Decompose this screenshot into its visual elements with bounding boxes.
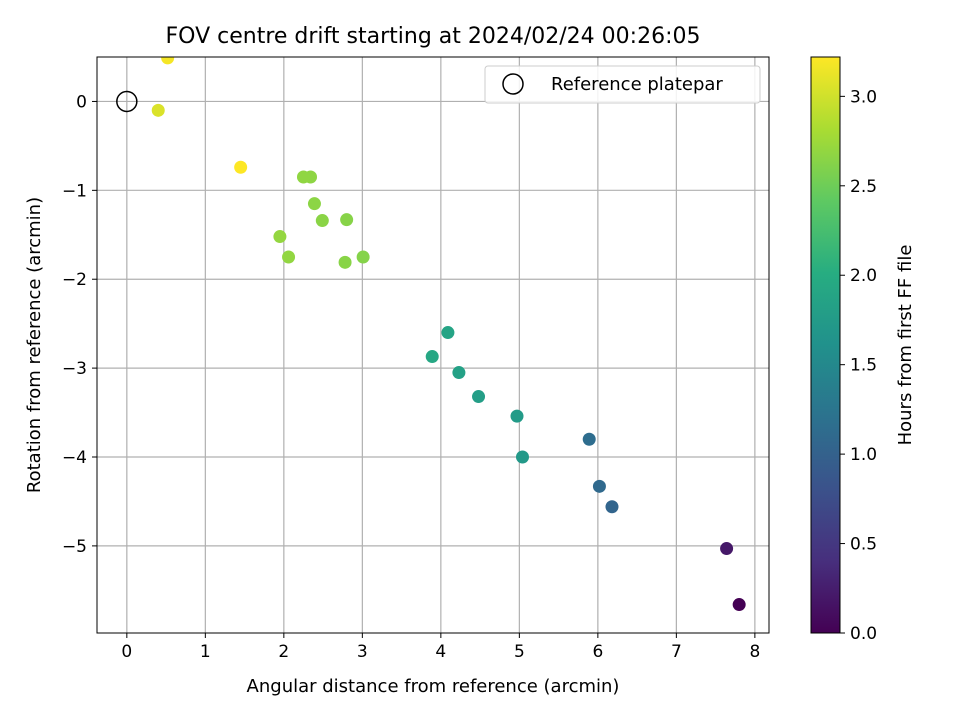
y-tick-label: −5 — [62, 537, 87, 557]
colorbar-tick-label: 1.5 — [850, 356, 877, 376]
colorbar-tick-label: 0.0 — [850, 624, 877, 644]
data-point — [441, 326, 455, 340]
x-axis-label: Angular distance from reference (arcmin) — [247, 676, 620, 697]
data-point — [315, 214, 329, 228]
data-point — [605, 500, 619, 514]
legend: Reference platepar — [484, 65, 761, 104]
colorbar-tick-label: 2.0 — [850, 266, 877, 286]
x-tick-label: 5 — [514, 642, 525, 662]
data-point — [282, 250, 296, 264]
data-point — [582, 432, 596, 446]
data-point — [732, 598, 746, 612]
data-point — [307, 197, 321, 211]
data-point — [296, 170, 310, 184]
x-tick-label: 6 — [592, 642, 603, 662]
colorbar: 0.0 0.5 1.0 1.5 2.0 2.5 3.0 Hours from first F… — [810, 56, 916, 644]
x-tick-label: 2 — [278, 642, 289, 662]
y-tick-label: −1 — [62, 181, 87, 201]
data-point — [340, 213, 354, 227]
data-point — [338, 255, 352, 269]
colorbar-label: Hours from first FF file — [895, 245, 916, 446]
data-point — [161, 57, 175, 65]
reference-platepar-marker — [116, 90, 138, 113]
y-tick-label: −3 — [62, 359, 87, 379]
legend-label: Reference platepar — [551, 74, 723, 95]
data-point — [151, 103, 165, 117]
colorbar-tick-label: 2.5 — [850, 177, 877, 197]
colorbar-tick-label: 1.0 — [850, 445, 877, 465]
y-tick-label: −2 — [62, 270, 87, 290]
colorbar-gradient — [810, 56, 841, 634]
y-tick-label: 0 — [76, 92, 87, 112]
data-point — [510, 409, 524, 423]
data-point — [720, 542, 734, 556]
data-point — [356, 250, 370, 264]
data-point — [472, 390, 486, 404]
colorbar-tick-label: 3.0 — [850, 87, 877, 107]
data-point — [273, 230, 287, 244]
x-tick-label: 8 — [749, 642, 760, 662]
x-tick-label: 4 — [435, 642, 446, 662]
data-point — [452, 366, 466, 380]
x-tick-label: 0 — [121, 642, 132, 662]
data-point — [515, 450, 529, 464]
colorbar-tick-label: 0.5 — [850, 535, 877, 555]
legend-box — [484, 65, 761, 104]
x-tick-label: 7 — [671, 642, 682, 662]
data-point — [425, 350, 439, 364]
data-point — [234, 160, 248, 174]
colorbar-ticks: 0.0 0.5 1.0 1.5 2.0 2.5 3.0 — [840, 87, 877, 644]
y-axis-label: Rotation from reference (arcmin) — [24, 197, 45, 493]
data-points — [151, 57, 746, 612]
grid — [97, 57, 769, 633]
plot-frame — [96, 56, 770, 634]
x-tick-label: 3 — [357, 642, 368, 662]
data-point — [592, 479, 606, 493]
y-tick-label: −4 — [62, 448, 87, 468]
chart-title: FOV centre drift starting at 2024/02/24 … — [166, 24, 701, 49]
x-axis: 0 1 2 3 4 5 6 7 8 — [121, 633, 760, 662]
legend-open-circle-marker — [502, 73, 524, 95]
x-tick-label: 1 — [200, 642, 211, 662]
y-axis: 0 −1 −2 −3 −4 −5 — [62, 92, 97, 557]
